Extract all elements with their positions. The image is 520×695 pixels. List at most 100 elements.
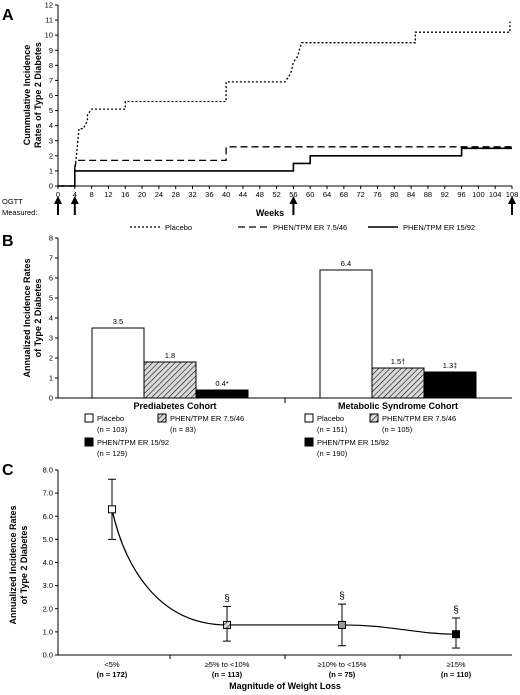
panel-b-label: B [2,233,14,250]
a-xtick-label: 60 [306,190,314,199]
b-ylabel-1: Annualized Incidence Rates [22,258,32,377]
b-ytick-label: 5 [49,294,53,303]
ogtt-arrow-head [54,196,62,204]
ogtt-label-2: Measured: [2,208,37,217]
b-bar [91,327,145,399]
a-xtick-label: 8 [90,190,94,199]
c-xlabel: Magnitude of Weight Loss [229,681,341,691]
c-ylabel-2: of Type 2 Diabetes [19,526,29,605]
b-legend-2: Placebo (n = 151) PHEN/TPM ER 7.5/46 (n … [304,413,456,458]
chart-a: Cummulative Incidence Rates of Type 2 Di… [2,1,518,219]
b-bar-value-label: 1.8 [165,351,175,360]
chart-b: Annualized Incidence Rates of Type 2 Dia… [22,234,512,411]
legend-top: PHEN/TPM ER 15/92 [403,223,475,232]
c-ytick-label: 0.0 [43,651,53,660]
b1-legend-swatch-top [84,437,94,447]
b1-legend-mid-n: (n = 83) [170,425,197,434]
a-xtick-label: 88 [424,190,432,199]
a-ytick-label: 9 [49,46,53,55]
b-ytick-label: 8 [49,234,53,243]
a-xtick-label: 68 [340,190,348,199]
b2-legend-swatch-placebo [304,413,314,423]
c-category-n: (n = 75) [329,670,356,679]
b-bar [423,371,477,399]
b-ytick-label: 3 [49,334,53,343]
b2-legend-swatch-mid [369,413,379,423]
a-xtick-label: 36 [205,190,213,199]
a-xtick-label: 48 [256,190,264,199]
a-xtick-label: 52 [272,190,280,199]
a-xtick-label: 44 [239,190,247,199]
b-ytick-label: 4 [49,314,53,323]
c-category-n: (n = 172) [97,670,128,679]
a-xtick-label: 84 [407,190,415,199]
a-xtick-label: 0 [56,190,60,199]
a-ylabel-2: Rates of Type 2 Diabetes [33,42,43,148]
c-category-label: ≥5% to <10% [205,660,250,669]
b1-legend-placebo-n: (n = 103) [97,425,128,434]
b-bar-value-label: 1.3‡ [443,361,458,370]
b-ytick-label: 1 [49,374,53,383]
a-xtick-label: 56 [289,190,297,199]
a-xtick-label: 20 [138,190,146,199]
c-category-n: (n = 110) [441,670,472,679]
ogtt-label-1: OGTT [2,197,23,206]
a-xtick-label: 108 [506,190,519,199]
c-point-marker [452,630,460,639]
a-ytick-label: 4 [49,121,53,130]
ogtt-arrow-head [289,196,298,204]
b-legend-1: Placebo (n = 103) PHEN/TPM ER 7.5/46 (n … [84,413,244,458]
b1-legend-swatch-mid [157,413,167,423]
a-series-line-1 [58,21,511,187]
c-significance-mark: § [453,605,459,616]
b1-legend-placebo: Placebo [97,414,124,423]
c-category-label: ≥10% to <15% [318,660,367,669]
a-ytick-label: 3 [49,136,53,145]
a-ytick-label: 1 [49,166,53,175]
c-ytick-label: 6.0 [43,512,53,521]
b2-legend-placebo-n: (n = 151) [317,425,348,434]
a-xtick-label: 28 [172,190,180,199]
b-group-1-name: Prediabetes Cohort [133,401,216,411]
a-xtick-label: 32 [188,190,196,199]
b-ylabel-2: of Type 2 Diabetes [33,279,43,358]
c-category-label: ≥15% [446,660,465,669]
b-bar-value-label: 1.5† [391,357,406,366]
c-category-n: (n = 113) [212,670,243,679]
c-significance-mark: § [224,593,230,604]
a-ytick-label: 5 [49,106,53,115]
a-ytick-label: 11 [45,16,53,25]
a-xtick-label: 80 [390,190,398,199]
b1-legend-top-n: (n = 129) [97,449,128,458]
b-ytick-label: 7 [49,254,53,263]
b-bar [319,269,373,399]
b2-legend-top-n: (n = 190) [317,449,348,458]
b-bar [195,389,249,399]
a-ytick-label: 0 [49,182,53,191]
c-ylabel-1: Annualized Incidence Rates [8,505,18,624]
a-ytick-label: 2 [49,151,53,160]
panel-a-label: A [2,7,14,24]
c-ytick-label: 3.0 [43,581,53,590]
c-trend-line [111,509,457,635]
c-ytick-label: 7.0 [43,489,53,498]
a-ytick-label: 10 [45,31,53,40]
a-ytick-label: 12 [45,1,53,10]
chart-c: Annualized Incidence Rates of Type 2 Dia… [8,466,512,691]
a-xtick-label: 24 [155,190,163,199]
b-bar-value-label: 6.4 [341,259,351,268]
c-ytick-label: 1.0 [43,627,53,636]
a-xtick-label: 100 [472,190,485,199]
a-series-line-3 [58,147,512,187]
a-xtick-label: 16 [121,190,129,199]
c-ytick-label: 4.0 [43,558,53,567]
c-point-marker [223,620,231,629]
a-ytick-label: 8 [49,61,53,70]
c-ytick-label: 5.0 [43,535,53,544]
a-xtick-label: 4 [73,190,77,199]
ogtt-arrow-head [508,196,516,204]
a-xtick-label: 72 [356,190,364,199]
c-category-label: <5% [104,660,120,669]
a-series-line-2 [58,146,512,187]
